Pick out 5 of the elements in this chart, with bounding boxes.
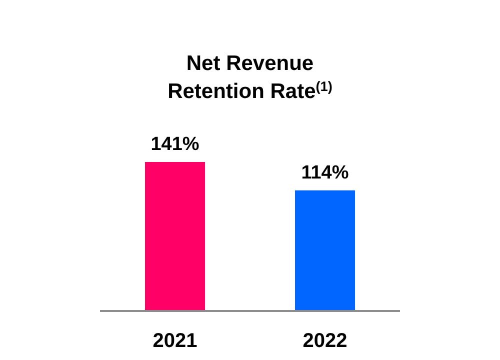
data-label: 114% — [301, 162, 349, 184]
data-label: 141% — [150, 134, 200, 155]
chart-title: Net Revenue Retention Rate$^{(1)}$ — [168, 52, 332, 103]
x-tick-label: 2021 — [152, 330, 198, 352]
x-tick-label: 2022 — [302, 330, 348, 352]
